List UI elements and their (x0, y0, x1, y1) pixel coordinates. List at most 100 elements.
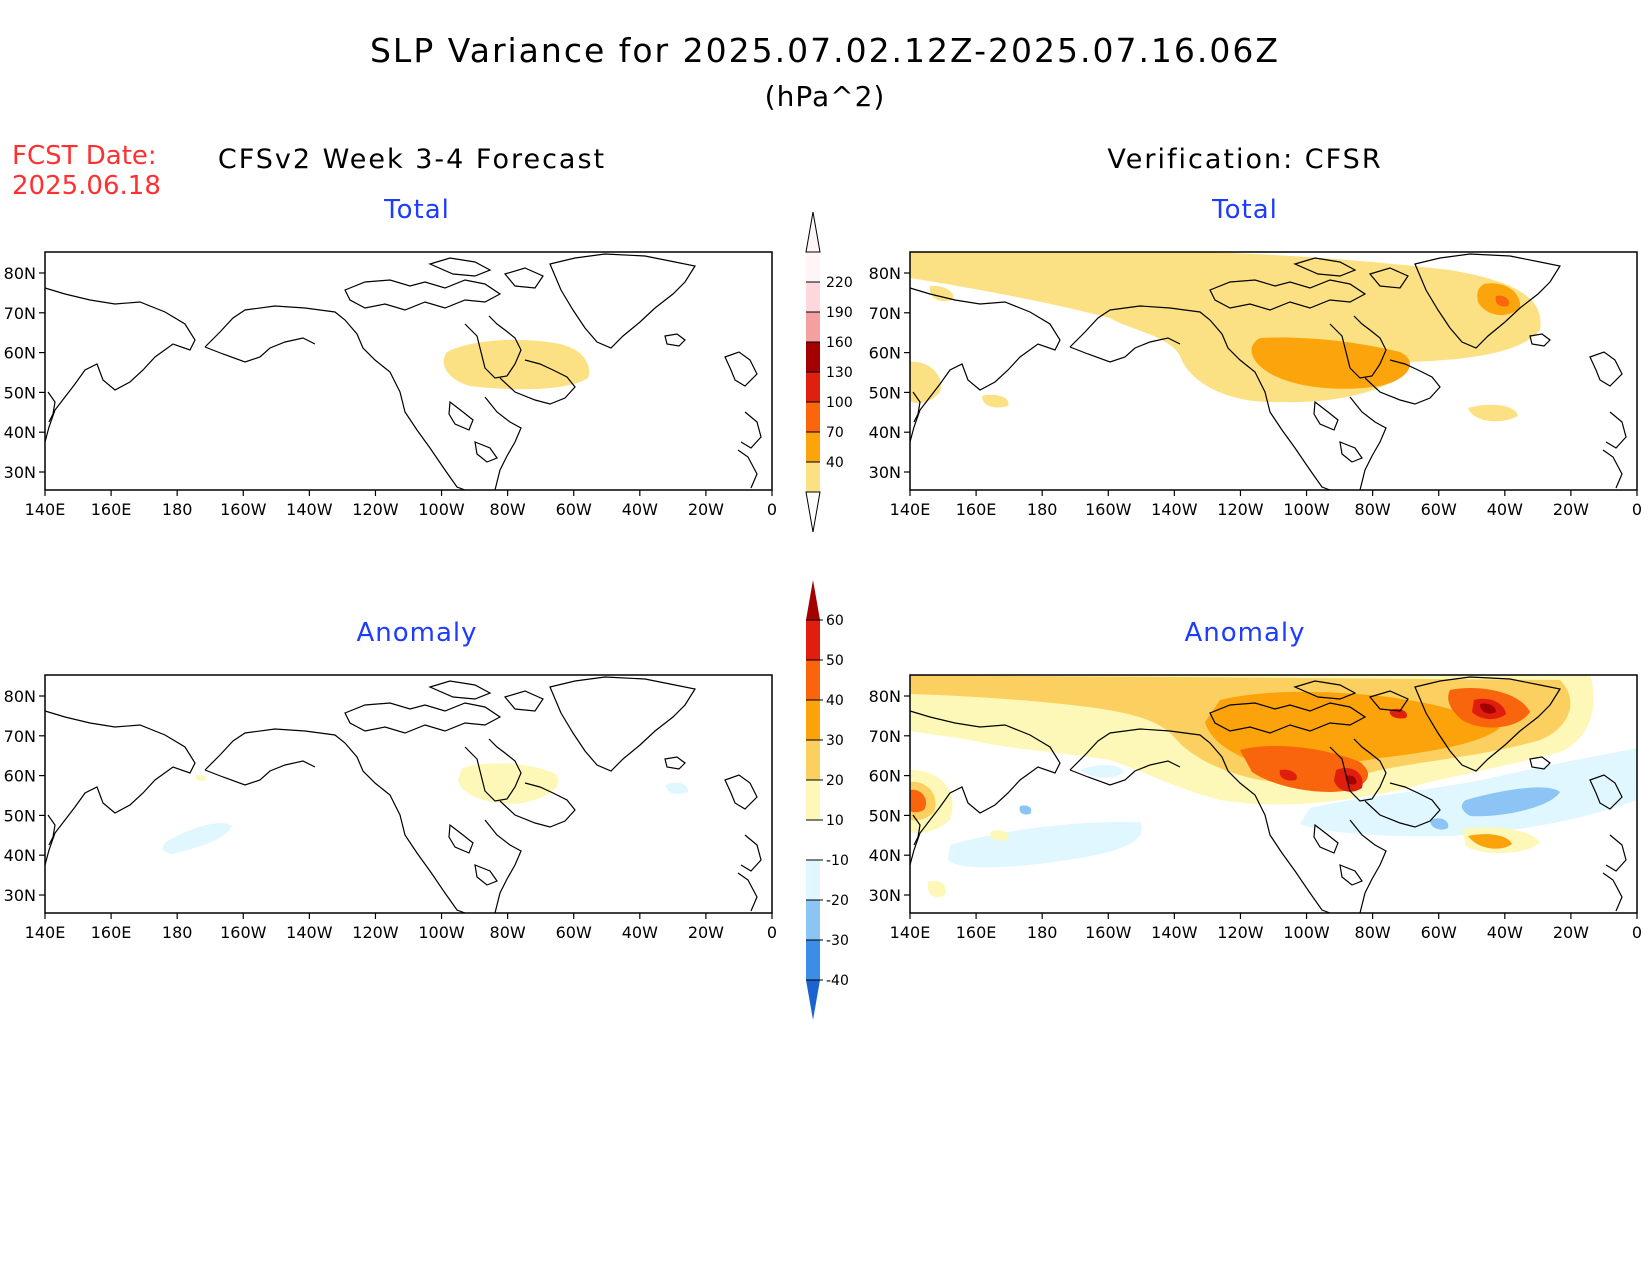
colorbar-anomaly-label: 40 (826, 693, 844, 709)
coastline-fcst-total (44, 253, 762, 491)
lon-tick-label: 80W (490, 500, 526, 519)
shading-fcst-anomaly (162, 763, 689, 854)
lat-tick-label: 70N (869, 727, 901, 746)
lon-tick-label: 160E (956, 500, 997, 519)
lon-tick-label: 140E (890, 923, 931, 942)
lat-tick-label: 70N (869, 304, 901, 323)
colorbar-total-label: 190 (826, 305, 853, 321)
lon-tick-label: 20W (1553, 500, 1589, 519)
lon-tick-label: 0 (767, 500, 777, 519)
map-panel-fcst-anomaly: 140E 160E 180 160W 140W 120W 100W 80W 60W 40W 20W 0… (4, 674, 777, 942)
colorbar-total-label: 160 (826, 335, 853, 351)
colorbar-total-label: 130 (826, 365, 853, 381)
lon-tick-label: 100W (418, 500, 465, 519)
colorbar-total-swatch (806, 282, 820, 312)
lon-tick-label: 160W (220, 500, 267, 519)
colorbar-anomaly-swatch (806, 820, 820, 860)
lat-axis-fcst-anomaly: 80N 70N 60N 50N 40N 30N (4, 687, 45, 905)
lon-tick-label: 100W (418, 923, 465, 942)
lat-axis-verif-anomaly: 80N 70N 60N 50N 40N 30N (869, 687, 910, 905)
lon-tick-label: 40W (1487, 500, 1523, 519)
lon-tick-label: 140E (890, 500, 931, 519)
colorbar-total-swatch (806, 252, 820, 282)
lat-tick-label: 60N (4, 767, 36, 786)
right-column-header: Verification: CFSR (1107, 144, 1382, 175)
panel-subtitle-fcst-total: Total (383, 195, 450, 225)
map-panel-verif-anomaly: 140E 160E 180 160W 140W 120W 100W 80W 60W 40W 20W 0… (869, 674, 1642, 942)
lat-tick-label: 30N (869, 886, 901, 905)
lon-axis-verif-total: 140E 160E 180 160W 140W 120W 100W 80W 60W 40W 20W 0 (890, 490, 1642, 519)
colorbar-anomaly-swatch (806, 900, 820, 940)
lon-tick-label: 20W (688, 923, 724, 942)
lat-tick-label: 40N (4, 846, 36, 865)
lon-tick-label: 160W (1085, 923, 1132, 942)
colorbar-total-label: 100 (826, 395, 853, 411)
lat-axis-verif-total: 80N 70N 60N 50N 40N 30N (869, 264, 910, 482)
panel-subtitle-fcst-anomaly: Anomaly (356, 618, 477, 648)
lat-tick-label: 70N (4, 304, 36, 323)
lon-tick-label: 80W (1355, 923, 1391, 942)
lat-tick-label: 80N (869, 264, 901, 283)
colorbar-anomaly-label: 20 (826, 773, 844, 789)
lat-tick-label: 80N (4, 687, 36, 706)
lon-tick-label: 0 (1632, 500, 1642, 519)
map-panel-verif-total: 140E 160E 180 160W 140W 120W 100W 80W 60W 40W 20W 0… (869, 251, 1642, 519)
lon-tick-label: 60W (556, 500, 592, 519)
colorbar-anomaly-swatch (806, 620, 820, 660)
left-column-header: CFSv2 Week 3-4 Forecast (218, 144, 606, 175)
fcst-date-label: FCST Date: (12, 141, 157, 171)
lat-tick-label: 80N (4, 264, 36, 283)
lon-tick-label: 180 (162, 923, 193, 942)
lat-tick-label: 30N (869, 463, 901, 482)
lon-tick-label: 180 (1027, 923, 1058, 942)
lat-tick-label: 60N (869, 767, 901, 786)
colorbar-anomaly-label: 60 (826, 613, 844, 629)
lat-tick-label: 30N (4, 886, 36, 905)
lon-tick-label: 180 (162, 500, 193, 519)
colorbar-total-top-arrow (805, 211, 821, 253)
colorbar-total-swatch (806, 402, 820, 432)
colorbar-anomaly-swatch (806, 700, 820, 740)
lon-tick-label: 180 (1027, 500, 1058, 519)
main-title: SLP Variance for 2025.07.02.12Z-2025.07.… (370, 31, 1280, 70)
lon-axis-fcst-anomaly: 140E 160E 180 160W 140W 120W 100W 80W 60W 40W 20W 0 (25, 913, 777, 942)
panel-subtitle-verif-anomaly: Anomaly (1184, 618, 1305, 648)
lon-tick-label: 80W (1355, 500, 1391, 519)
lon-tick-label: 100W (1283, 500, 1330, 519)
lon-tick-label: 20W (688, 500, 724, 519)
colorbar-total-label: 220 (826, 275, 853, 291)
colorbar-total-swatch (806, 462, 820, 492)
map-panel-fcst-total: 140E 160E 180 160W 140W 120W 100W 80W 60W 40W 20W 0… (4, 251, 777, 519)
lon-axis-fcst-total: 140E 160E 180 160W 140W 120W 100W 80W 60W 40W 20W 0 (25, 490, 777, 519)
lat-tick-label: 40N (869, 846, 901, 865)
colorbar-anomaly-label: -40 (826, 973, 849, 989)
colorbar-anomaly-label: 50 (826, 653, 844, 669)
colorbar-anomaly-label: 10 (826, 813, 844, 829)
colorbar-total-label: 70 (826, 425, 844, 441)
colorbar-anomaly-swatch (806, 740, 820, 780)
colorbar-anomaly-label: -20 (826, 893, 849, 909)
lon-tick-label: 160W (1085, 500, 1132, 519)
lon-tick-label: 140W (286, 923, 333, 942)
lon-tick-label: 60W (1421, 500, 1457, 519)
lon-tick-label: 140W (286, 500, 333, 519)
lat-tick-label: 70N (4, 727, 36, 746)
lat-tick-label: 40N (4, 423, 36, 442)
coastline-fcst-anomaly (44, 676, 762, 914)
lon-tick-label: 160E (91, 500, 132, 519)
lat-tick-label: 40N (869, 423, 901, 442)
lon-tick-label: 140E (25, 500, 66, 519)
colorbar-anomaly-swatch (806, 860, 820, 900)
lon-tick-label: 0 (1632, 923, 1642, 942)
lat-tick-label: 60N (4, 344, 36, 363)
lon-tick-label: 160W (220, 923, 267, 942)
lon-tick-label: 20W (1553, 923, 1589, 942)
lat-tick-label: 50N (4, 383, 36, 402)
lon-tick-label: 80W (490, 923, 526, 942)
panel-subtitle-verif-total: Total (1211, 195, 1278, 225)
lon-tick-label: 40W (1487, 923, 1523, 942)
colorbar-total-swatch (806, 312, 820, 342)
lat-tick-label: 50N (4, 806, 36, 825)
fcst-date-value: 2025.06.18 (12, 171, 161, 201)
lon-tick-label: 120W (1217, 500, 1264, 519)
